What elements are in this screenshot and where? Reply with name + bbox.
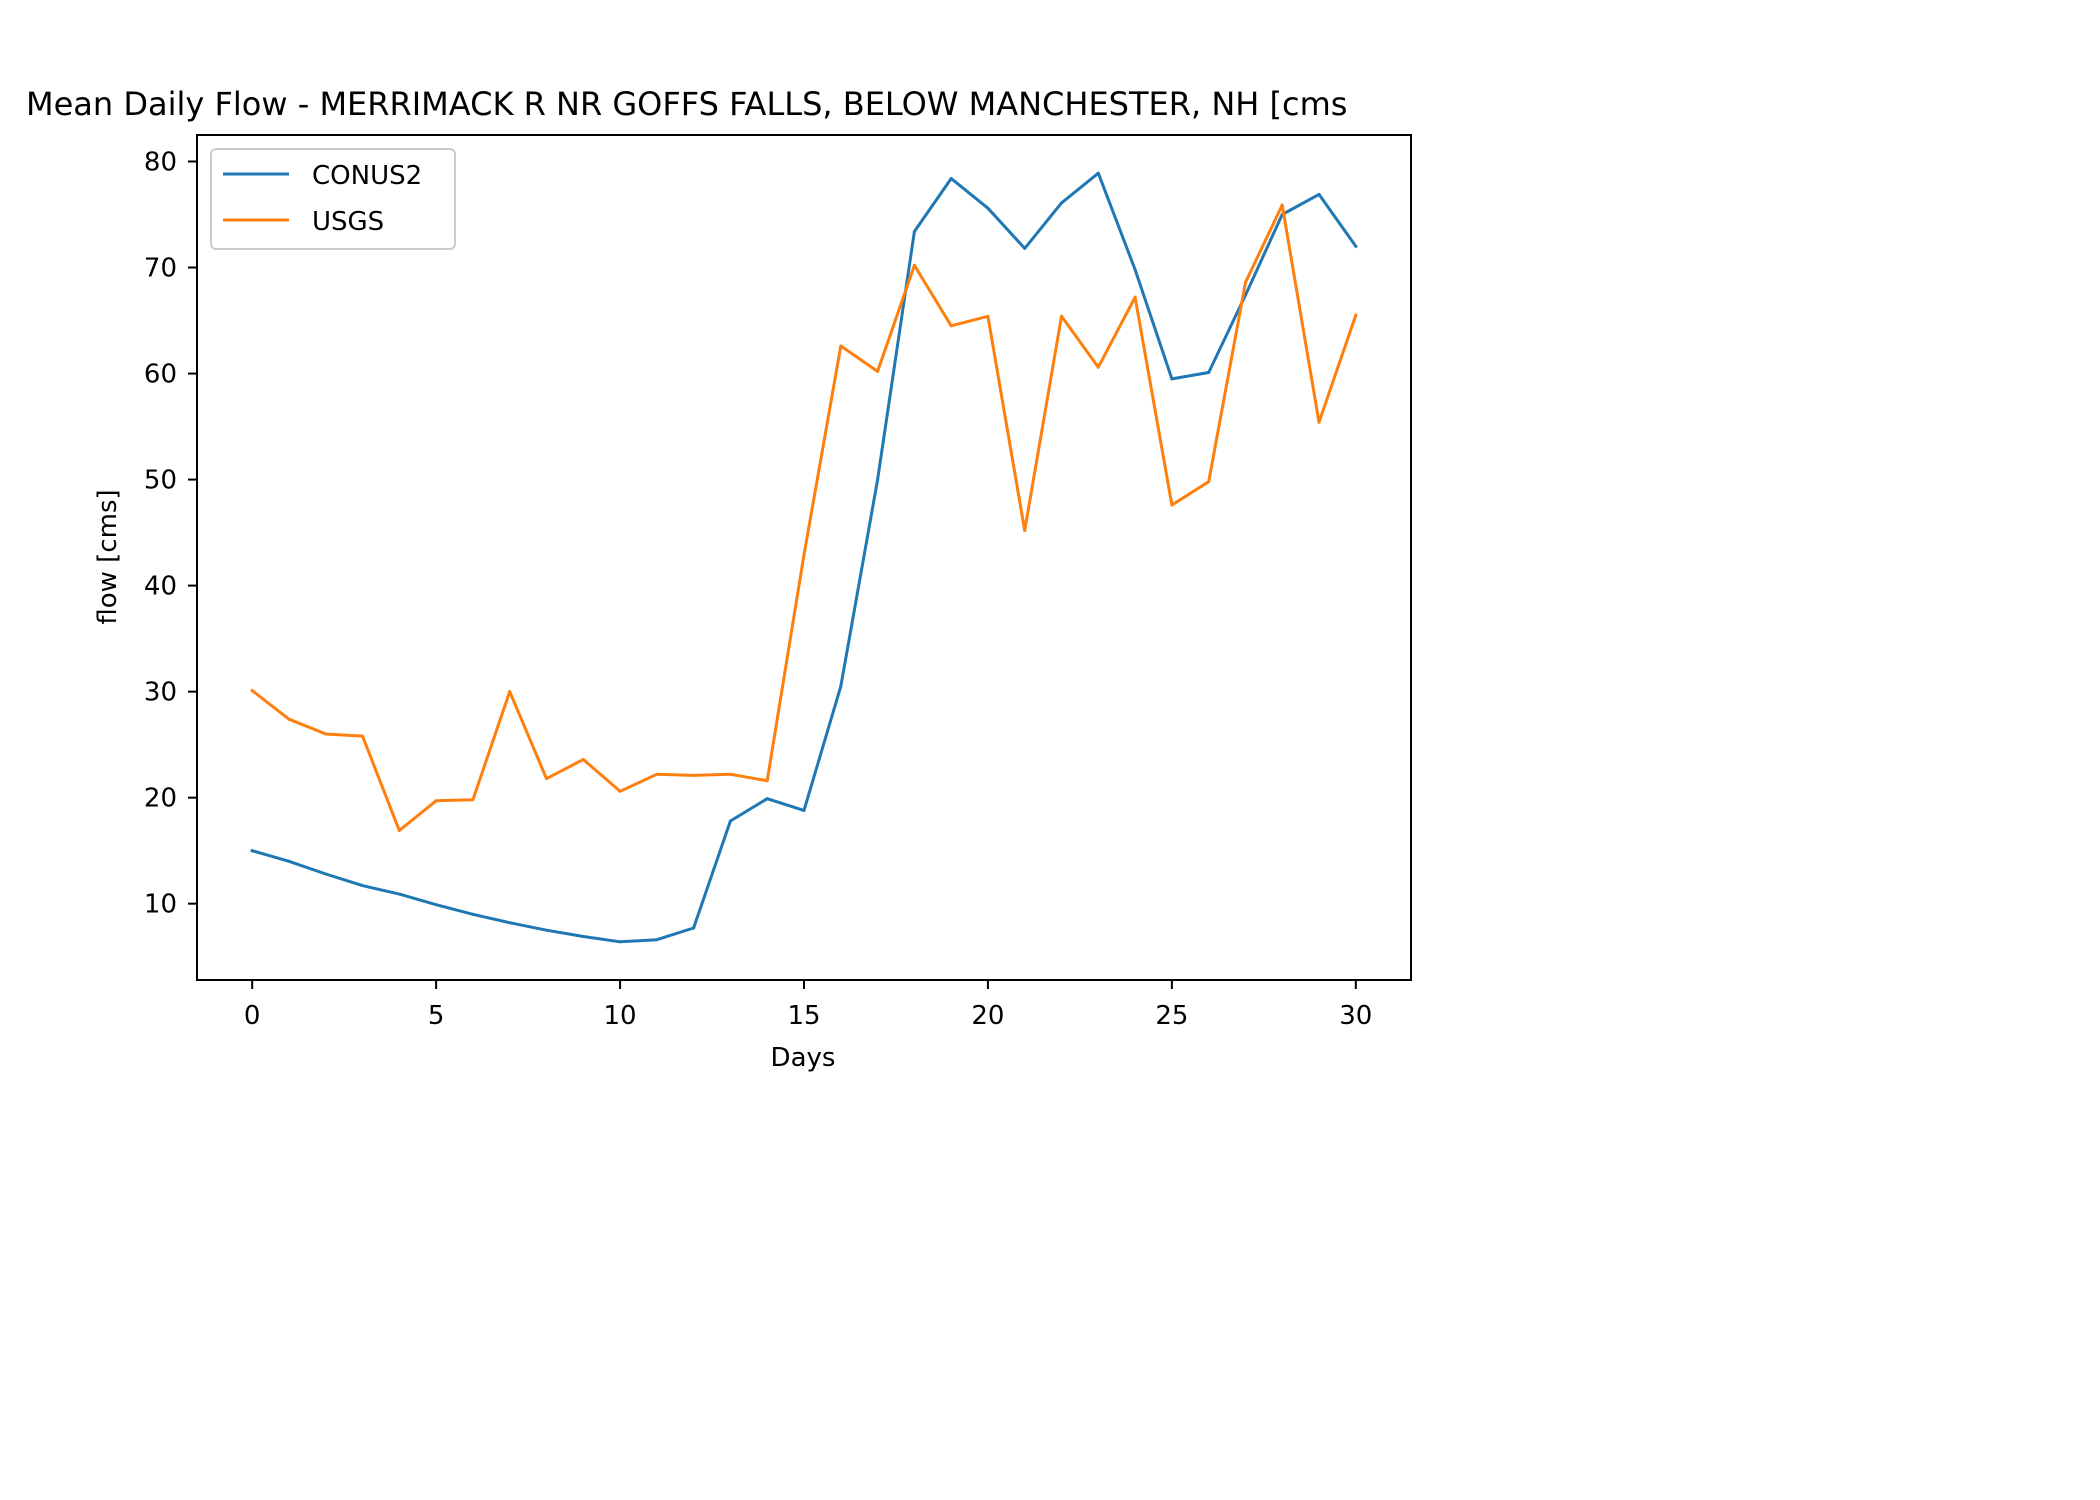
data-point-conus2 <box>397 892 401 896</box>
data-point-usgs <box>324 732 328 736</box>
data-point-usgs <box>1280 203 1284 207</box>
data-point-conus2 <box>728 819 732 823</box>
x-tick-label: 25 <box>1155 1001 1188 1031</box>
data-point-usgs <box>434 799 438 803</box>
y-tick-label: 10 <box>144 890 177 920</box>
series-line-usgs <box>250 203 1358 832</box>
legend-label-usgs: USGS <box>312 207 384 237</box>
data-point-usgs <box>876 369 880 373</box>
data-point-usgs <box>1354 313 1358 317</box>
data-point-conus2 <box>986 206 990 210</box>
data-point-usgs <box>802 553 806 557</box>
data-point-conus2 <box>692 926 696 930</box>
x-axis-label: Days <box>771 1043 836 1073</box>
data-point-usgs <box>1207 480 1211 484</box>
y-tick-label: 60 <box>144 360 177 390</box>
data-point-conus2 <box>1354 244 1358 248</box>
x-tick-label: 10 <box>604 1001 637 1031</box>
x-tick-label: 20 <box>971 1001 1004 1031</box>
y-tick-label: 30 <box>144 678 177 708</box>
data-point-usgs <box>1023 529 1027 532</box>
data-point-usgs <box>545 777 548 781</box>
data-point-usgs <box>471 798 475 802</box>
x-axis: 0 5 10 15 20 25 30 <box>244 980 1372 1031</box>
x-tick-label: 15 <box>787 1001 820 1031</box>
data-point-usgs <box>986 314 990 318</box>
data-point-conus2 <box>802 808 806 812</box>
data-point-usgs <box>618 789 622 793</box>
data-point-conus2 <box>1060 201 1063 205</box>
y-axis: 10 20 30 40 50 60 70 80 <box>144 148 197 920</box>
data-point-usgs <box>655 772 659 776</box>
chart: Mean Daily Flow - MERRIMACK R NR GOFFS F… <box>26 85 1412 1073</box>
data-point-usgs <box>728 772 732 776</box>
data-point-usgs <box>581 758 585 761</box>
data-point-usgs <box>1170 503 1174 507</box>
data-point-conus2 <box>876 478 880 482</box>
data-point-conus2 <box>1023 246 1027 250</box>
data-point-conus2 <box>508 921 512 925</box>
y-axis-label: flow [cms] <box>93 489 123 624</box>
data-point-conus2 <box>361 884 364 888</box>
y-tick-label: 80 <box>144 148 177 178</box>
data-point-conus2 <box>912 230 916 233</box>
x-tick-label: 5 <box>428 1001 445 1031</box>
data-point-usgs <box>361 734 364 738</box>
legend-label-conus2: CONUS2 <box>312 161 422 191</box>
data-point-conus2 <box>581 935 585 938</box>
x-tick-label: 30 <box>1339 1001 1372 1031</box>
data-point-conus2 <box>949 177 953 180</box>
data-point-usgs <box>1133 295 1137 299</box>
y-tick-label: 70 <box>144 254 177 284</box>
data-point-usgs <box>508 690 512 694</box>
data-point-conus2 <box>618 940 622 944</box>
data-point-conus2 <box>765 797 769 801</box>
data-point-usgs <box>692 773 696 777</box>
data-point-conus2 <box>839 684 843 688</box>
data-point-usgs <box>287 717 291 721</box>
data-point-conus2 <box>471 912 475 916</box>
data-point-usgs <box>1317 420 1321 424</box>
series-layer <box>250 171 1358 944</box>
data-point-usgs <box>765 779 769 783</box>
data-point-usgs <box>949 324 953 328</box>
y-tick-label: 50 <box>144 466 177 496</box>
data-point-conus2 <box>1096 171 1100 175</box>
data-point-usgs <box>1096 365 1100 369</box>
data-point-usgs <box>1244 280 1247 284</box>
data-point-conus2 <box>1133 268 1137 272</box>
data-point-conus2 <box>1317 192 1321 196</box>
data-point-conus2 <box>250 849 254 853</box>
data-point-conus2 <box>1170 377 1174 381</box>
data-point-conus2 <box>287 859 291 863</box>
data-point-usgs <box>250 689 254 693</box>
data-point-usgs <box>912 263 916 267</box>
data-point-conus2 <box>1207 371 1211 374</box>
data-point-conus2 <box>545 928 548 932</box>
data-point-conus2 <box>324 872 328 876</box>
x-tick-label: 0 <box>244 1001 261 1031</box>
legend: CONUS2 USGS <box>210 148 456 250</box>
chart-title: Mean Daily Flow - MERRIMACK R NR GOFFS F… <box>26 85 1347 123</box>
data-point-conus2 <box>655 938 659 942</box>
y-tick-label: 20 <box>144 784 177 814</box>
data-point-usgs <box>839 344 843 348</box>
data-point-usgs <box>1060 314 1063 318</box>
data-point-conus2 <box>434 903 438 907</box>
y-tick-label: 40 <box>144 572 177 602</box>
data-point-usgs <box>397 829 401 832</box>
